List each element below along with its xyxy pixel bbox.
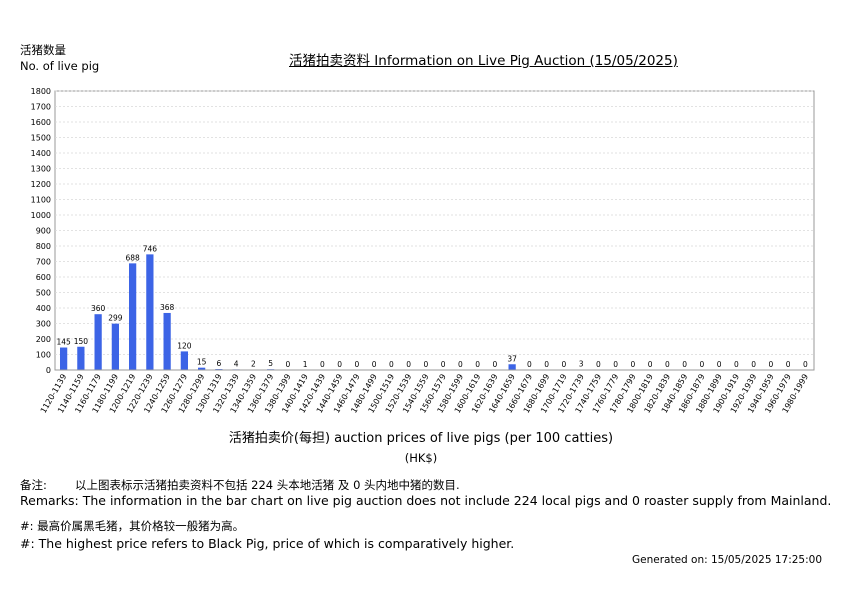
bar-value-label: 0 — [682, 360, 687, 369]
bar-value-label: 0 — [561, 360, 566, 369]
bar-value-label: 299 — [108, 314, 123, 323]
bar-value-label: 368 — [160, 303, 175, 312]
y-tick-label: 1400 — [31, 149, 51, 158]
bar-value-label: 0 — [441, 360, 446, 369]
bar-value-label: 0 — [423, 360, 428, 369]
bar-value-label: 0 — [492, 360, 497, 369]
bar-value-label: 145 — [56, 338, 71, 347]
bar-value-label: 2 — [251, 360, 256, 369]
bar-value-label: 37 — [507, 354, 517, 363]
remark-zh-text: 以上图表标示活猪拍卖资料不包括 224 头本地活猪 及 0 头内地中猪的数目. — [75, 478, 460, 492]
y-tick-label: 0 — [46, 366, 51, 375]
bar-value-label: 0 — [699, 360, 704, 369]
y-tick-label: 500 — [36, 289, 51, 298]
y-tick-label: 700 — [36, 258, 51, 267]
y-tick-label: 1300 — [31, 165, 51, 174]
bar — [60, 347, 68, 370]
x-axis-title: 活猪拍卖价(每担) auction prices of live pigs (p… — [228, 431, 614, 446]
bar-value-label: 150 — [74, 337, 89, 346]
bar — [146, 254, 154, 370]
bar-value-label: 15 — [197, 358, 207, 367]
bar — [94, 314, 102, 370]
bar-value-label: 0 — [337, 360, 342, 369]
y-tick-label: 300 — [36, 320, 51, 329]
bar — [77, 346, 85, 370]
bar-value-label: 0 — [786, 360, 791, 369]
bar-value-label: 360 — [91, 304, 106, 313]
note-en-text: #: The highest price refers to Black Pig… — [20, 536, 515, 551]
bar-value-label: 5 — [268, 359, 273, 368]
y-tick-label: 1100 — [31, 196, 51, 205]
bar-value-label: 0 — [406, 360, 411, 369]
bar-value-label: 0 — [751, 360, 756, 369]
bar-value-label: 0 — [648, 360, 653, 369]
bar-value-label: 746 — [143, 244, 158, 253]
remark-en-text: Remarks: The information in the bar char… — [20, 493, 832, 508]
y-tick-label: 900 — [36, 227, 51, 236]
bar-value-label: 0 — [475, 360, 480, 369]
note-zh-text: #: 最高价属黑毛猪，其价格较一般猪为高。 — [20, 519, 245, 533]
bar-value-label: 0 — [320, 360, 325, 369]
bar-value-label: 0 — [665, 360, 670, 369]
y-tick-label: 1500 — [31, 134, 51, 143]
bar — [198, 367, 206, 370]
bar-value-label: 0 — [768, 360, 773, 369]
y-axis-title-zh: 活猪数量 — [20, 43, 66, 57]
bar-value-label: 0 — [354, 360, 359, 369]
bar-value-label: 688 — [125, 253, 140, 262]
bar-value-label: 6 — [216, 359, 221, 368]
y-tick-label: 600 — [36, 273, 51, 282]
bar — [111, 323, 119, 370]
currency-unit: (HK$) — [404, 451, 438, 465]
bar-value-label: 0 — [613, 360, 618, 369]
bar-value-label: 0 — [803, 360, 808, 369]
bar-value-label: 0 — [389, 360, 394, 369]
bar-value-label: 4 — [234, 359, 239, 368]
y-tick-label: 100 — [36, 351, 51, 360]
bar-value-label: 0 — [458, 360, 463, 369]
generated-timestamp: Generated on: 15/05/2025 17:25:00 — [631, 554, 822, 566]
bar-value-label: 120 — [177, 341, 192, 350]
bar-value-label: 0 — [596, 360, 601, 369]
y-tick-label: 1700 — [31, 103, 51, 112]
bar-value-label: 0 — [734, 360, 739, 369]
y-tick-label: 1600 — [31, 118, 51, 127]
bar-value-label: 3 — [579, 360, 584, 369]
y-tick-label: 1200 — [31, 180, 51, 189]
bar — [180, 351, 188, 370]
bar — [163, 312, 171, 370]
bar — [129, 263, 137, 370]
bar-value-label: 0 — [285, 360, 290, 369]
y-tick-label: 400 — [36, 304, 51, 313]
chart-title: 活猪拍卖资料 Information on Live Pig Auction (… — [289, 53, 678, 69]
y-axis-title-en: No. of live pig — [20, 59, 100, 73]
bar-value-label: 1 — [303, 360, 308, 369]
bar — [508, 364, 516, 370]
y-tick-label: 1800 — [31, 87, 51, 96]
bar-chart: 0100200300400500600700800900100011001200… — [31, 87, 815, 415]
y-tick-label: 800 — [36, 242, 51, 251]
bar-value-label: 0 — [544, 360, 549, 369]
bar-value-label: 0 — [717, 360, 722, 369]
bar-value-label: 0 — [372, 360, 377, 369]
y-tick-label: 200 — [36, 335, 51, 344]
y-tick-label: 1000 — [31, 211, 51, 220]
bar-value-label: 0 — [527, 360, 532, 369]
remark-zh-label: 备注: — [20, 478, 47, 492]
bar-value-label: 0 — [630, 360, 635, 369]
